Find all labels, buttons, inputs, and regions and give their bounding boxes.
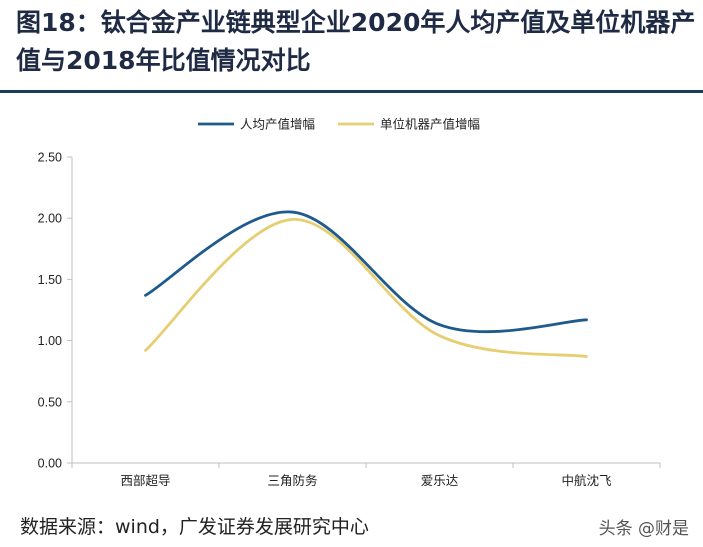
x-category-label: 三角防务	[267, 473, 317, 488]
y-tick-label: 0.50	[38, 395, 62, 409]
x-category-label: 西部超导	[120, 473, 170, 488]
x-category-label: 爱乐达	[421, 473, 459, 488]
y-tick-label: 1.50	[38, 273, 62, 287]
line-chart: 2.50 2.00 1.50 1.00 0.50 0.00 西部超导 三角防务 爱乐达 中航沈飞…	[38, 117, 661, 488]
y-tick-label: 2.00	[38, 212, 62, 226]
source-note: 数据来源：wind，广发证券发展研究中心	[20, 516, 369, 538]
legend: 人均产值增幅 单位机器产值增幅	[198, 117, 480, 132]
legend-label: 单位机器产值增幅	[380, 117, 480, 132]
title-divider	[0, 90, 703, 93]
legend-label: 人均产值增幅	[240, 117, 315, 132]
chart-title: 图18：钛合金产业链典型企业2020年人均产值及单位机器产值与2018年比值情况…	[16, 8, 696, 75]
series-line-per-capita-output-growth	[144, 210, 588, 334]
y-tick-label: 2.50	[38, 151, 62, 165]
watermark: 头条 @财是	[598, 519, 689, 539]
y-tick-label: 0.00	[38, 457, 62, 471]
x-category-label: 中航沈飞	[561, 473, 611, 488]
x-axis: 西部超导 三角防务 爱乐达 中航沈飞	[71, 462, 661, 488]
series-line-per-machine-output-growth	[144, 218, 588, 358]
y-tick-label: 1.00	[38, 334, 62, 348]
y-axis: 2.50 2.00 1.50 1.00 0.50 0.00	[38, 151, 73, 471]
series-layer	[144, 210, 588, 358]
